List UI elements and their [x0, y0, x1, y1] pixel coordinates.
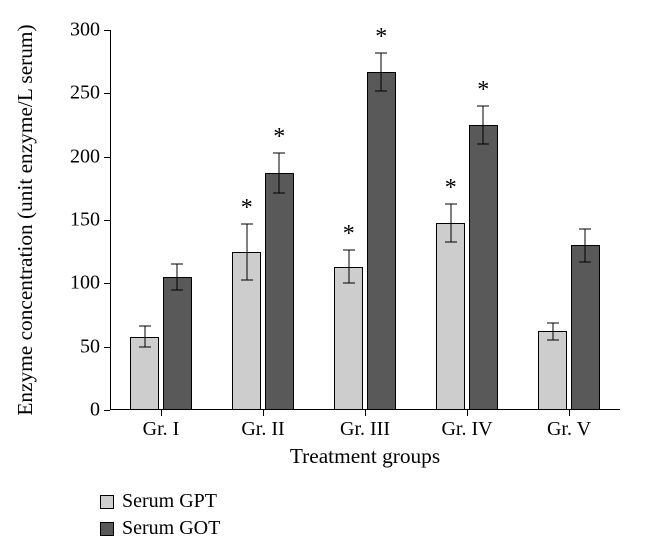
x-tick [263, 410, 264, 416]
bar [334, 267, 363, 410]
legend-label: Serum GPT [122, 490, 217, 513]
error-bar [552, 323, 553, 341]
error-bar [177, 264, 178, 289]
bar [469, 125, 498, 410]
significance-marker: * [241, 195, 253, 222]
bar [367, 72, 396, 410]
significance-marker: * [477, 77, 489, 104]
bar [130, 337, 159, 410]
bar [163, 277, 192, 410]
error-cap [445, 241, 457, 242]
y-tick [104, 410, 110, 411]
x-tick [365, 410, 366, 416]
error-cap [273, 193, 285, 194]
error-cap [273, 152, 285, 153]
error-bar [246, 224, 247, 280]
error-cap [343, 250, 355, 251]
y-tick-label: 200 [50, 145, 100, 168]
x-tick-label: Gr. III [340, 418, 390, 441]
error-cap [445, 203, 457, 204]
bar [436, 223, 465, 410]
y-tick [104, 347, 110, 348]
y-tick [104, 283, 110, 284]
error-cap [375, 52, 387, 53]
error-bar [450, 204, 451, 242]
error-cap [547, 322, 559, 323]
y-tick-label: 150 [50, 209, 100, 232]
y-tick [104, 30, 110, 31]
x-tick-label: Gr. I [143, 418, 180, 441]
x-tick-label: Gr. IV [441, 418, 492, 441]
bar [571, 245, 600, 410]
error-cap [375, 90, 387, 91]
x-tick [161, 410, 162, 416]
legend-swatch [100, 522, 114, 536]
error-cap [139, 326, 151, 327]
x-tick [569, 410, 570, 416]
y-tick-label: 0 [50, 399, 100, 422]
error-bar [348, 250, 349, 283]
bar [265, 173, 294, 410]
x-tick [467, 410, 468, 416]
error-cap [343, 283, 355, 284]
bar [538, 331, 567, 410]
error-cap [579, 228, 591, 229]
y-tick-label: 250 [50, 82, 100, 105]
legend-item: Serum GOT [100, 517, 220, 540]
error-cap [241, 223, 253, 224]
y-tick-label: 100 [50, 272, 100, 295]
error-bar [279, 153, 280, 194]
chart-container: 0 50 100 150 200 250 300 Enzyme concentration (… [0, 0, 658, 560]
error-bar [381, 53, 382, 91]
error-bar [585, 229, 586, 262]
error-cap [547, 340, 559, 341]
error-cap [579, 261, 591, 262]
legend: Serum GPT Serum GOT [100, 490, 220, 544]
legend-item: Serum GPT [100, 490, 220, 513]
significance-marker: * [273, 124, 285, 151]
x-tick-label: Gr. II [241, 418, 284, 441]
error-cap [139, 346, 151, 347]
y-tick [104, 93, 110, 94]
significance-marker: * [445, 175, 457, 202]
significance-marker: * [375, 24, 387, 51]
error-bar [483, 106, 484, 144]
x-tick-label: Gr. V [547, 418, 591, 441]
legend-swatch [100, 495, 114, 509]
legend-label: Serum GOT [122, 517, 220, 540]
error-cap [171, 264, 183, 265]
error-bar [144, 326, 145, 346]
y-tick [104, 157, 110, 158]
error-cap [477, 144, 489, 145]
x-axis-title: Treatment groups [290, 444, 440, 469]
y-axis-title: Enzyme concentration (unit enzyme/L seru… [13, 24, 38, 415]
y-tick [104, 220, 110, 221]
y-tick-label: 50 [50, 335, 100, 358]
error-cap [241, 279, 253, 280]
error-cap [477, 106, 489, 107]
significance-marker: * [343, 221, 355, 248]
y-tick-label: 300 [50, 19, 100, 42]
error-cap [171, 289, 183, 290]
